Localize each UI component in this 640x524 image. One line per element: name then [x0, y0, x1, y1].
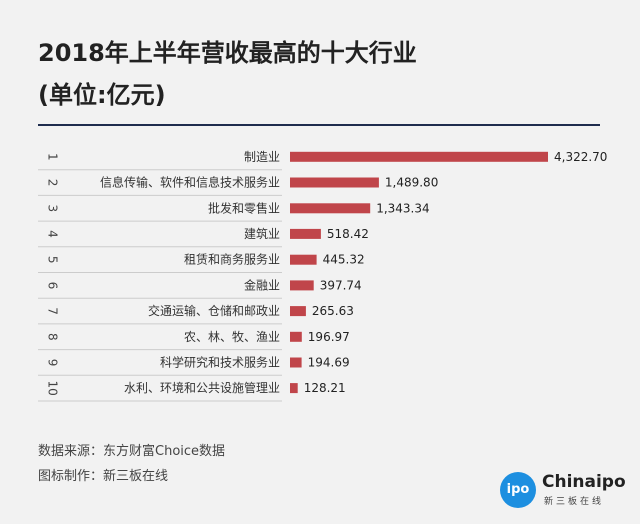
rank-label: 1: [46, 153, 60, 161]
bar: [290, 331, 302, 342]
category-label: 农、林、牧、渔业: [184, 330, 280, 344]
value-label: 518.42: [327, 227, 369, 241]
chart-subtitle: (单位:亿元): [38, 81, 166, 109]
category-label: 批发和零售业: [208, 200, 280, 215]
category-label: 科学研究和技术服务业: [160, 355, 280, 370]
bar: [290, 177, 379, 188]
rank-label: 10: [46, 380, 60, 395]
chart-title: 2018年上半年营收最高的十大行业: [38, 39, 417, 67]
bar: [290, 357, 302, 368]
data-source-note: 数据来源：东方财富Choice数据: [38, 444, 226, 459]
category-label: 制造业: [244, 150, 280, 164]
category-label: 建筑业: [244, 226, 280, 241]
rank-label: 8: [46, 333, 60, 341]
category-label: 交通运输、仓储和邮政业: [148, 303, 280, 318]
bar: [290, 203, 371, 214]
category-label: 金融业: [244, 277, 280, 292]
value-label: 397.74: [320, 278, 362, 292]
bar: [290, 254, 317, 265]
logo-subtitle: 新三板在线: [544, 497, 605, 507]
rank-label: 2: [46, 179, 60, 187]
value-label: 196.97: [308, 330, 350, 344]
rank-label: 3: [46, 204, 60, 212]
value-label: 4,322.70: [554, 150, 607, 164]
category-label: 水利、环境和公共设施管理业: [124, 380, 280, 395]
bar: [290, 383, 298, 394]
rank-label: 7: [46, 307, 60, 315]
chart-maker-note: 图标制作：新三板在线: [38, 469, 169, 484]
bar: [290, 228, 321, 239]
value-label: 1,343.34: [376, 201, 429, 215]
category-label: 信息传输、软件和信息技术服务业: [100, 175, 280, 190]
brand-logo: ipo Chinaipo 新三板在线: [500, 470, 626, 510]
rank-label: 5: [46, 256, 60, 264]
rank-label: 4: [46, 230, 60, 238]
value-label: 128.21: [304, 381, 346, 395]
rank-label: 9: [46, 359, 60, 367]
bar: [290, 151, 548, 162]
bar: [290, 306, 306, 317]
bar: [290, 280, 314, 291]
rank-label: 6: [46, 282, 60, 290]
logo-name: Chinaipo: [542, 472, 626, 492]
value-label: 1,489.80: [385, 176, 438, 190]
value-label: 265.63: [312, 304, 354, 318]
title-divider: [38, 124, 600, 126]
value-label: 445.32: [323, 253, 365, 267]
logo-badge-icon: ipo: [500, 472, 536, 508]
value-label: 194.69: [308, 356, 350, 370]
category-label: 租赁和商务服务业: [184, 252, 280, 267]
